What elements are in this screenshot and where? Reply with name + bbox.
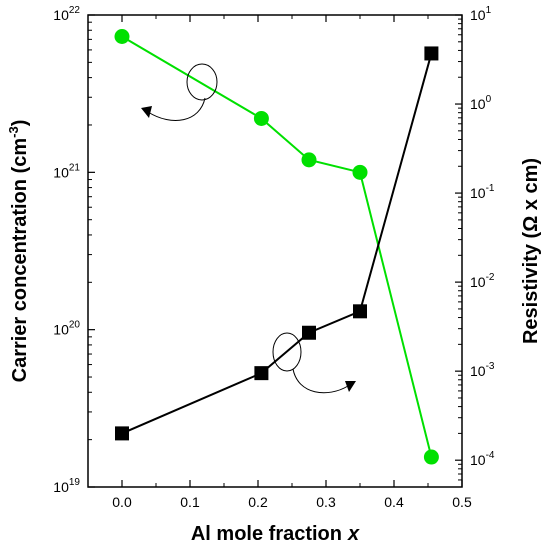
y-left-tick-label: 1021 bbox=[53, 162, 80, 180]
resistivity-point bbox=[254, 366, 269, 381]
carrier-concentration-line bbox=[121, 35, 433, 458]
x-tick-label: 0.4 bbox=[384, 494, 404, 510]
x-tick-label: 0.1 bbox=[180, 494, 200, 510]
x-tick-label: 0.5 bbox=[452, 494, 472, 510]
x-tick-label: 0.0 bbox=[112, 494, 132, 510]
y-left-axis-label: Carrier concentration (cm-3) bbox=[6, 120, 31, 383]
left-axis-indicator-arrow bbox=[147, 97, 206, 121]
y-left-tick-base: 10 bbox=[53, 7, 69, 23]
x-axis-label: Al mole fraction x bbox=[191, 523, 360, 545]
resistivity-point bbox=[353, 304, 367, 319]
y-left-tick-label: 1022 bbox=[53, 5, 80, 23]
carrier-concentration-point bbox=[423, 449, 439, 465]
resistivity-point bbox=[115, 426, 129, 441]
right-axis-indicator-arrowhead bbox=[345, 381, 356, 392]
x-tick-label: 0.2 bbox=[248, 494, 268, 510]
y-right-tick-exp: -4 bbox=[486, 450, 495, 461]
y-right-tick-base: 10 bbox=[470, 274, 486, 290]
y-right-tick-base: 10 bbox=[470, 363, 486, 379]
y-right-tick-exp: -3 bbox=[486, 361, 495, 372]
y-right-tick-exp: 1 bbox=[486, 5, 492, 16]
y-right-tick-base: 10 bbox=[470, 452, 486, 468]
y-left-tick-base: 10 bbox=[53, 322, 69, 338]
y-right-tick-base: 10 bbox=[470, 185, 486, 201]
y-left-axis-label-text: Carrier concentration (cm bbox=[9, 138, 31, 383]
x-tick-label: 0.3 bbox=[316, 494, 336, 510]
y-right-tick-base: 10 bbox=[470, 7, 486, 23]
right-axis-indicator-ellipse bbox=[272, 332, 302, 372]
y-left-tick-exp: 21 bbox=[69, 162, 81, 173]
left-axis-indicator-arrowhead bbox=[141, 106, 152, 118]
y-left-tick-base: 10 bbox=[53, 479, 69, 495]
y-right-tick-exp: -2 bbox=[486, 272, 495, 283]
plot-frame bbox=[87, 14, 463, 488]
y-right-tick-label: 101 bbox=[470, 5, 492, 23]
carrier-concentration-point bbox=[301, 152, 317, 168]
resistivity-point bbox=[424, 46, 439, 61]
y-right-tick-label: 10-4 bbox=[470, 450, 495, 468]
y-left-tick-exp: 19 bbox=[69, 477, 81, 488]
y-left-axis-label-tail: ) bbox=[9, 120, 31, 127]
x-axis-label-text: Al mole fraction bbox=[191, 523, 342, 545]
y-left-axis-label-sup: -3 bbox=[6, 126, 21, 138]
y-right-tick-label: 10-1 bbox=[470, 183, 495, 201]
y-right-axis-label: Resistivity (Ω x cm) bbox=[520, 158, 542, 344]
carrier-concentration-point bbox=[253, 110, 269, 126]
y-left-tick-exp: 22 bbox=[69, 5, 81, 16]
y-right-tick-exp: -1 bbox=[486, 183, 495, 194]
y-right-tick-exp: 0 bbox=[486, 94, 492, 105]
x-axis-label-var: x bbox=[347, 523, 360, 545]
carrier-concentration-point bbox=[352, 164, 368, 180]
resistivity-point bbox=[302, 325, 316, 340]
y-left-tick-exp: 20 bbox=[69, 320, 81, 331]
y-right-tick-base: 10 bbox=[470, 96, 486, 112]
y-right-tick-label: 10-3 bbox=[470, 361, 495, 379]
y-left-tick-label: 1020 bbox=[53, 320, 80, 338]
carrier-concentration-point bbox=[114, 29, 130, 45]
y-right-tick-label: 10-2 bbox=[470, 272, 495, 290]
y-left-tick-label: 1019 bbox=[53, 477, 80, 495]
left-axis-indicator-ellipse bbox=[186, 63, 218, 101]
y-left-tick-base: 10 bbox=[53, 164, 69, 180]
resistivity-line bbox=[121, 53, 433, 435]
y-right-tick-label: 100 bbox=[470, 94, 492, 112]
right-axis-indicator-arrow bbox=[292, 368, 349, 394]
